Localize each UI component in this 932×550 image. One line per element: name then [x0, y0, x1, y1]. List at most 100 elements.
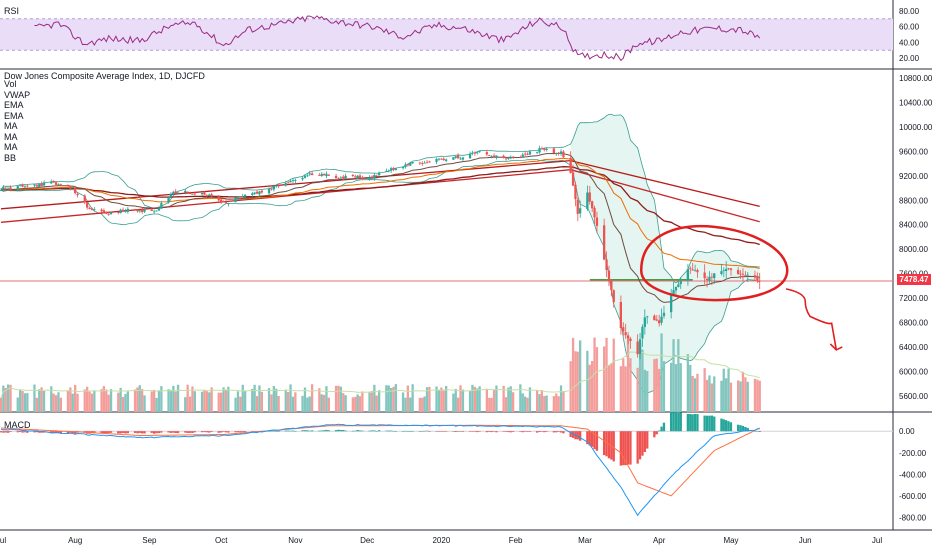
- macd-histogram-bar: [641, 431, 644, 456]
- macd-histogram-bar: [392, 431, 395, 432]
- macd-histogram-bar: [454, 431, 457, 432]
- candle-body: [753, 275, 757, 278]
- candle-body: [660, 316, 663, 323]
- macd-histogram-bar: [619, 431, 622, 466]
- candle-body: [502, 155, 505, 158]
- candle-body: [126, 208, 129, 212]
- candle-body: [105, 211, 108, 214]
- indicator-bb[interactable]: BB: [4, 152, 17, 163]
- volume-bar: [626, 336, 630, 412]
- macd-histogram-bar: [19, 431, 22, 432]
- macd-histogram-bar: [138, 431, 141, 433]
- indicator-ema[interactable]: EMA: [4, 110, 24, 121]
- macd-histogram-bar: [576, 431, 579, 440]
- macd-histogram: [0, 411, 761, 466]
- macd-histogram-bar: [160, 431, 163, 433]
- candle-body: [188, 193, 192, 195]
- candle-body: [478, 151, 481, 153]
- macd-tick-label: -400.00: [899, 470, 927, 479]
- candle-body: [418, 162, 421, 164]
- candle-body: [406, 164, 409, 166]
- macd-histogram-bar: [210, 431, 213, 432]
- volume-bar: [378, 390, 381, 412]
- macd-histogram-bar: [224, 431, 228, 433]
- candle-body: [289, 180, 292, 183]
- price-tick-label: 5600.00: [899, 392, 928, 401]
- candle-body: [141, 209, 144, 212]
- volume-bar: [26, 393, 29, 412]
- candle-body: [607, 270, 611, 282]
- price-tick-label: 10800.00: [899, 74, 932, 83]
- macd-histogram-bar: [488, 431, 491, 432]
- macd-histogram-bar: [105, 431, 108, 434]
- macd-histogram-bar: [375, 431, 378, 432]
- macd-histogram-bar: [342, 430, 345, 432]
- indicator-ma[interactable]: MA: [4, 121, 18, 131]
- candle-body: [308, 173, 311, 175]
- macd-histogram-bar: [325, 429, 328, 432]
- volume-bar: [375, 395, 378, 412]
- volume-bar: [488, 397, 491, 412]
- volume-bar: [473, 386, 476, 412]
- indicator-ma[interactable]: MA: [4, 131, 18, 142]
- time-tick-label: Sep: [142, 536, 157, 545]
- candle-body: [86, 202, 89, 208]
- candle-body: [741, 273, 745, 275]
- macd-histogram-bar: [421, 431, 424, 432]
- macd-histogram-bar: [157, 431, 161, 434]
- volume-bar: [358, 396, 362, 412]
- rsi-tick-label: 60.00: [899, 23, 920, 32]
- candle-body: [33, 184, 36, 186]
- volume-bar: [418, 397, 421, 412]
- candle-body: [193, 193, 196, 195]
- macd-histogram-bar: [660, 426, 663, 432]
- macd-histogram-bar: [174, 431, 177, 433]
- macd-histogram-bar: [459, 431, 462, 432]
- volume-bar: [744, 377, 747, 412]
- volume-bar: [753, 378, 757, 412]
- volume-bar: [121, 396, 125, 412]
- volume-bar: [172, 385, 175, 412]
- macd-tick-label: 0.00: [899, 427, 915, 436]
- macd-title: MACD: [4, 420, 31, 430]
- indicator-vwap[interactable]: VWAP: [4, 89, 31, 100]
- candle-body: [26, 185, 29, 187]
- indicator-vol[interactable]: Vol: [4, 79, 17, 89]
- macd-histogram-bar: [605, 431, 608, 457]
- volume-bar: [758, 380, 761, 412]
- volume-bar: [468, 391, 472, 412]
- candle-body: [258, 191, 261, 195]
- indicator-ma[interactable]: MA: [4, 142, 18, 152]
- volume-bar: [502, 385, 505, 412]
- candle-body: [452, 157, 455, 160]
- candle-body: [100, 209, 103, 212]
- macd-histogram-bar: [425, 430, 429, 432]
- macd-histogram-bar: [57, 431, 60, 434]
- candle-body: [471, 152, 474, 154]
- volume-bar: [674, 364, 678, 412]
- candle-body: [210, 194, 213, 197]
- macd-histogram-bar: [176, 431, 180, 434]
- indicator-ema[interactable]: EMA: [4, 100, 24, 110]
- macd-histogram-bar: [722, 419, 725, 432]
- macd-histogram-bar: [217, 431, 220, 433]
- candle-body: [301, 178, 304, 180]
- candle-body: [38, 184, 41, 187]
- candle-body: [200, 193, 204, 195]
- volume-bar: [368, 391, 371, 412]
- volume-bar: [610, 363, 613, 412]
- macd-histogram-bar: [555, 431, 558, 433]
- macd-histogram-bar: [478, 431, 481, 432]
- macd-histogram-bar: [220, 431, 223, 433]
- macd-histogram-bar: [7, 431, 10, 433]
- volume-bar: [157, 390, 161, 412]
- macd-histogram-bar: [485, 431, 488, 433]
- candle-body: [646, 316, 649, 318]
- macd-histogram-bar: [528, 431, 532, 432]
- candle-body: [136, 209, 139, 212]
- macd-histogram-bar: [107, 431, 110, 433]
- macd-tick-label: -800.00: [899, 513, 927, 522]
- macd-histogram-bar: [624, 431, 627, 466]
- volume-bar: [224, 390, 228, 412]
- volume-bar: [270, 394, 273, 412]
